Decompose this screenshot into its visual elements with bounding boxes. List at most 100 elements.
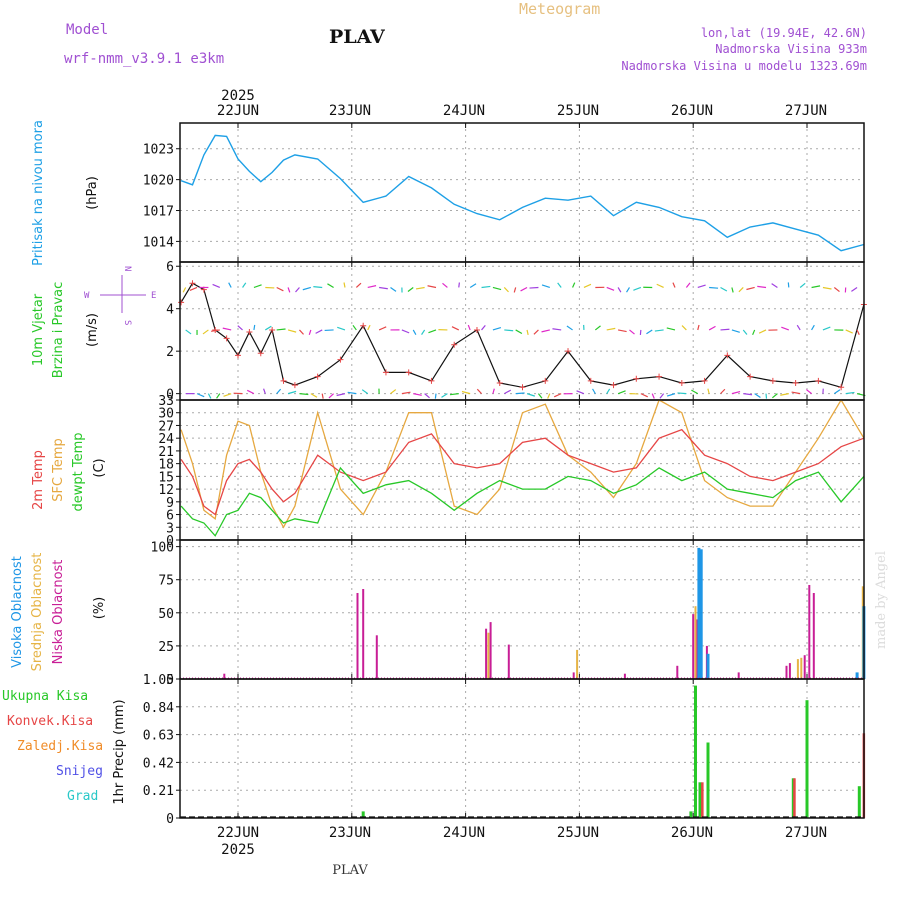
pressure-unit: (hPa) <box>85 176 100 210</box>
top-day-label-4: 26JUN <box>671 103 713 119</box>
precip-ytick-label: 0.42 <box>143 756 174 771</box>
wind-vector <box>822 326 831 331</box>
wind-vector <box>617 329 627 333</box>
wind-speed-marker <box>724 352 731 359</box>
wind-vector <box>811 324 815 331</box>
wind-vector <box>746 286 755 291</box>
total-precip-bar <box>706 742 710 818</box>
wind-speed-marker <box>280 377 287 384</box>
wind-vector <box>228 282 232 288</box>
wind-vector <box>390 286 397 292</box>
low-cloud-bar <box>785 665 788 679</box>
wind-vector <box>504 329 514 332</box>
header: Model wrf-nmm_v3.9.1 e3km PLAV Meteogram… <box>64 0 867 73</box>
elevation: Nadmorska Visina 933m <box>715 42 867 56</box>
wind-vector <box>576 390 585 395</box>
wind-vector <box>355 282 362 288</box>
pressure-ytick-label: 1020 <box>143 174 174 189</box>
wind-vector <box>315 329 323 334</box>
wind-vector <box>552 328 562 331</box>
wind-vector <box>441 393 448 398</box>
wind-vector <box>529 286 539 289</box>
wind-vector <box>557 282 562 288</box>
wind-title-line1: 10m Vjetar <box>31 293 46 366</box>
temperature-ytick-label: 9 <box>166 496 174 511</box>
high-cloud-bar <box>855 672 859 679</box>
wind-vector <box>189 286 198 292</box>
wind-ytick-label: 4 <box>166 303 174 318</box>
compass-south: S <box>122 320 132 325</box>
wind-vector <box>299 329 304 335</box>
total-precip-bar <box>805 700 809 818</box>
wind-vector <box>276 286 284 292</box>
bottom-day-label-4: 26JUN <box>671 825 713 841</box>
model-name: wrf-nmm_v3.9.1 e3km <box>64 51 224 67</box>
wind-vector <box>654 329 664 332</box>
wind-vector <box>263 388 266 394</box>
wind-vector <box>287 287 291 293</box>
precip-ytick-label: 0.84 <box>143 701 174 716</box>
wind-vector <box>412 329 417 336</box>
low-cloud-title: Niska Oblacnost <box>51 560 66 665</box>
wind-vector <box>845 391 855 395</box>
wind-vector <box>781 326 790 331</box>
wind-vector <box>313 286 323 289</box>
wind-vector <box>743 393 753 396</box>
wind-vector <box>566 325 573 331</box>
wind-speed-marker <box>360 322 367 329</box>
wind-speed-marker <box>610 382 617 389</box>
clouds-ytick-label: 50 <box>158 607 174 622</box>
wind-vector <box>811 285 821 289</box>
wind-vector <box>515 329 523 335</box>
wind-vector <box>504 389 512 395</box>
wind-vector <box>752 329 756 336</box>
wind-vector <box>526 329 529 336</box>
bottom-year-label: 2025 <box>221 842 255 858</box>
wind-title-line2: Brzina i Pravac <box>51 282 66 379</box>
low-cloud-bar <box>485 628 488 679</box>
conv-precip-bar <box>793 778 796 818</box>
wind-speed-marker <box>792 380 799 387</box>
wind-vector <box>469 283 477 288</box>
wind-vector <box>526 393 536 397</box>
wind-vector <box>246 389 255 395</box>
temperature-ytick-label: 30 <box>158 407 174 422</box>
wind-vector <box>287 390 297 395</box>
temperature-ytick-label: 12 <box>158 483 174 498</box>
pressure-title: Pritisak na nivou mora <box>31 120 46 266</box>
wind-speed-marker <box>223 335 230 342</box>
wind-vector <box>343 282 346 288</box>
top-date-axis: 2025 22JUN 23JUN 24JUN 25JUN 26JUN 27JUN <box>217 88 827 119</box>
wind-speed-marker <box>587 377 594 384</box>
wind-vector <box>780 393 789 396</box>
sfc-title: SFC Temp <box>51 438 66 502</box>
wind-vector <box>541 284 550 289</box>
wind-speed-marker <box>633 375 640 382</box>
precip-panel: 0 0.21 0.42 0.63 0.84 1.05 <box>143 673 866 827</box>
temp-labels: 2m Temp SFC Temp dewpt Temp (C) <box>31 432 107 511</box>
wind-vector <box>415 286 425 290</box>
wind-vector <box>537 393 543 399</box>
wind-vector <box>492 327 502 331</box>
top-day-label-0: 22JUN <box>217 103 259 119</box>
wind-speed-marker <box>815 377 822 384</box>
wind-speed-marker <box>178 299 185 306</box>
wind-vector <box>442 282 448 288</box>
mid-cloud-title: Srednja Oblacnost <box>30 553 45 672</box>
wind-vector <box>520 286 528 292</box>
wind-vector <box>467 324 471 331</box>
wind-vector <box>822 286 832 290</box>
dewpt-title: dewpt Temp <box>71 432 86 511</box>
wind-vector <box>709 286 719 289</box>
wind-vector <box>541 329 550 333</box>
snow-title: Snijeg <box>56 764 103 779</box>
model-elevation: Nadmorska Visina u modelu 1323.69m <box>621 59 867 73</box>
wind-vector <box>720 286 728 292</box>
wind-vector <box>202 329 209 335</box>
wind-vector <box>379 286 388 290</box>
wind-vector <box>697 284 706 289</box>
wind-vector <box>617 390 626 395</box>
wind-vector <box>481 325 486 331</box>
clouds-ytick-label: 25 <box>158 640 174 655</box>
wind-vector <box>421 329 426 335</box>
